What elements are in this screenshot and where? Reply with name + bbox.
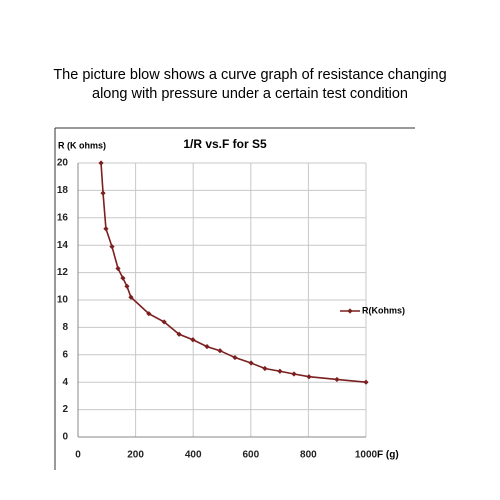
- y-axis-label: R (K ohms): [58, 140, 106, 150]
- y-tick-label: 4: [62, 377, 68, 388]
- chart-title: 1/R vs.F for S5: [183, 137, 267, 151]
- marker: [103, 226, 109, 232]
- marker: [109, 243, 115, 250]
- x-tick-label: 1000: [355, 450, 378, 461]
- legend-marker: [347, 308, 353, 314]
- marker: [232, 354, 238, 361]
- x-tick-label: 200: [127, 450, 144, 461]
- x-tick-label: 400: [185, 450, 202, 461]
- marker: [277, 368, 283, 374]
- y-tick-label: 20: [57, 158, 69, 169]
- y-tick-label: 18: [57, 185, 69, 196]
- marker: [363, 379, 369, 385]
- marker: [334, 376, 340, 383]
- x-tick-label: 0: [75, 450, 81, 461]
- y-tick-label: 12: [57, 267, 69, 278]
- y-tick-label: 6: [62, 349, 68, 360]
- y-tick-label: 14: [57, 240, 69, 251]
- marker: [176, 331, 182, 337]
- caption: along with pressure under a certain test…: [92, 86, 408, 102]
- marker: [120, 275, 126, 281]
- line: [100, 162, 367, 383]
- marker: [306, 374, 312, 380]
- marker: [217, 348, 223, 354]
- marker: [98, 160, 104, 166]
- x-tick-label: 800: [300, 450, 317, 461]
- marker: [128, 294, 134, 300]
- marker: [190, 337, 196, 343]
- y-tick-label: 0: [62, 432, 68, 443]
- marker: [100, 190, 106, 196]
- marker: [146, 311, 152, 317]
- y-tick-label: 2: [62, 404, 68, 415]
- marker: [248, 360, 254, 366]
- marker: [262, 365, 268, 372]
- y-tick-label: 8: [62, 322, 68, 333]
- x-tick-label: 600: [242, 450, 259, 461]
- marker: [161, 319, 167, 325]
- marker: [291, 371, 297, 377]
- y-tick-label: 16: [57, 212, 69, 223]
- marker: [204, 343, 210, 350]
- marker: [115, 265, 121, 272]
- y-tick-label: 10: [57, 295, 69, 306]
- marker: [124, 283, 130, 289]
- legend-label: R(Kohms): [362, 305, 405, 315]
- caption: The picture blow shows a curve graph of …: [53, 67, 446, 83]
- x-axis-label: F (g): [377, 450, 399, 461]
